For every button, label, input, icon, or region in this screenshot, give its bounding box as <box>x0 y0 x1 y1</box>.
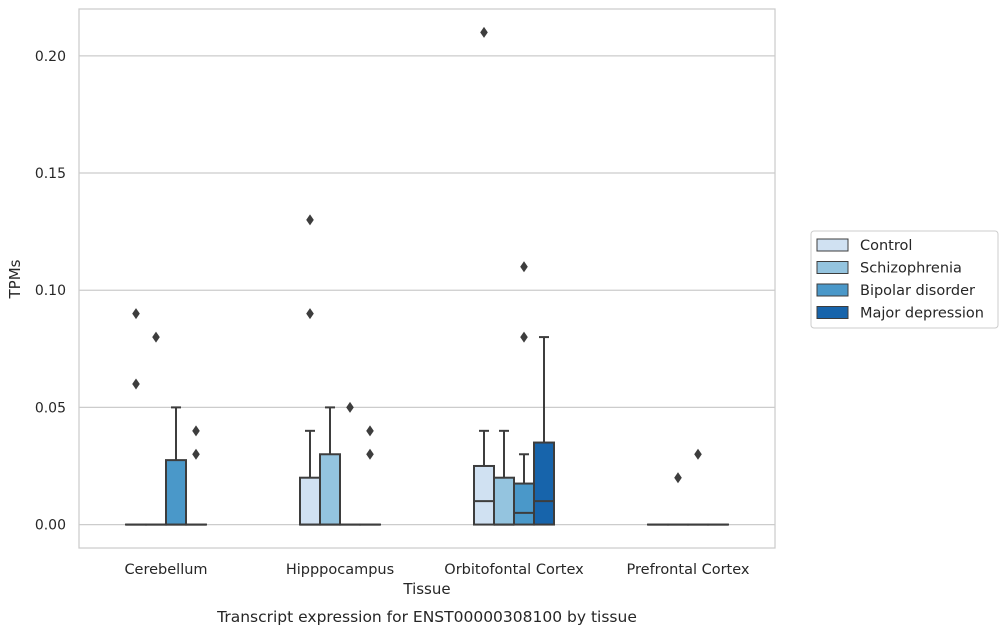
box-0-2 <box>165 406 187 526</box>
outlier-point <box>192 448 200 460</box>
box-2-1 <box>493 429 515 526</box>
outlier-point <box>366 425 374 437</box>
outlier-point <box>132 308 140 320</box>
legend-swatch <box>816 306 849 319</box>
outlier-point <box>306 308 314 320</box>
x-tick-labels: Cerebellum Hipppocampus Orbitofontal Corte… <box>124 562 749 578</box>
box-body <box>493 476 515 526</box>
legend-label: Major depression <box>860 306 984 322</box>
box-body <box>165 459 187 526</box>
legend-swatch <box>816 283 849 297</box>
legend-label: Schizophrenia <box>860 261 962 277</box>
box-1-3 <box>359 425 381 526</box>
legend-frame <box>810 230 999 329</box>
y-tick-label: 0.05 <box>35 400 66 416</box>
box-2-2 <box>513 261 535 526</box>
y-axis-label: TPMs <box>6 259 24 299</box>
legend-label: Bipolar disorder <box>860 283 975 299</box>
legend-label: Control <box>860 238 912 254</box>
outlier-point <box>346 401 354 413</box>
box-body <box>533 441 555 526</box>
y-tick-label: 0.15 <box>35 166 66 182</box>
outlier-point <box>520 331 528 343</box>
plot-frame <box>78 8 776 549</box>
boxes <box>125 26 729 526</box>
outlier-point <box>366 448 374 460</box>
legend-swatch <box>816 261 849 274</box>
x-tick-label: Orbitofontal Cortex <box>444 562 584 578</box>
box-2-3 <box>533 336 555 526</box>
box-body <box>473 464 495 526</box>
outlier-point <box>152 331 160 343</box>
box-0-3 <box>185 425 207 526</box>
box-0-0 <box>125 308 147 526</box>
box-1-1 <box>319 406 341 526</box>
outlier-point <box>192 425 200 437</box>
box-1-2 <box>339 401 361 526</box>
outlier-point <box>480 26 488 38</box>
x-tick-label: Hipppocampus <box>286 562 394 578</box>
legend-swatch <box>816 238 849 252</box>
box-body <box>319 453 341 526</box>
box-body <box>513 482 535 526</box>
box-body <box>299 476 321 526</box>
y-tick-labels: 0.00 0.05 0.10 0.15 0.20 <box>35 49 66 534</box>
legend: Control Schizophrenia Bipolar disorder Majo… <box>810 230 999 329</box>
y-tick-label: 0.10 <box>35 283 66 299</box>
x-tick-label: Cerebellum <box>124 562 207 578</box>
box-1-0 <box>299 214 321 526</box>
outlier-point <box>674 472 682 484</box>
chart-caption: Transcript expression for ENST0000030810… <box>216 608 637 626</box>
grid-lines <box>79 55 775 526</box>
outlier-point <box>520 261 528 273</box>
outlier-point <box>132 378 140 390</box>
y-tick-label: 0.20 <box>35 49 66 65</box>
outlier-point <box>306 214 314 226</box>
y-tick-label: 0.00 <box>35 518 66 534</box>
box-2-0 <box>473 26 495 526</box>
x-axis-label: Tissue <box>402 580 450 598</box>
box-3-2 <box>687 448 709 526</box>
box-0-1 <box>145 331 167 526</box>
x-tick-label: Prefrontal Cortex <box>627 562 750 578</box>
outlier-point <box>694 448 702 460</box>
box-3-1 <box>667 472 689 526</box>
